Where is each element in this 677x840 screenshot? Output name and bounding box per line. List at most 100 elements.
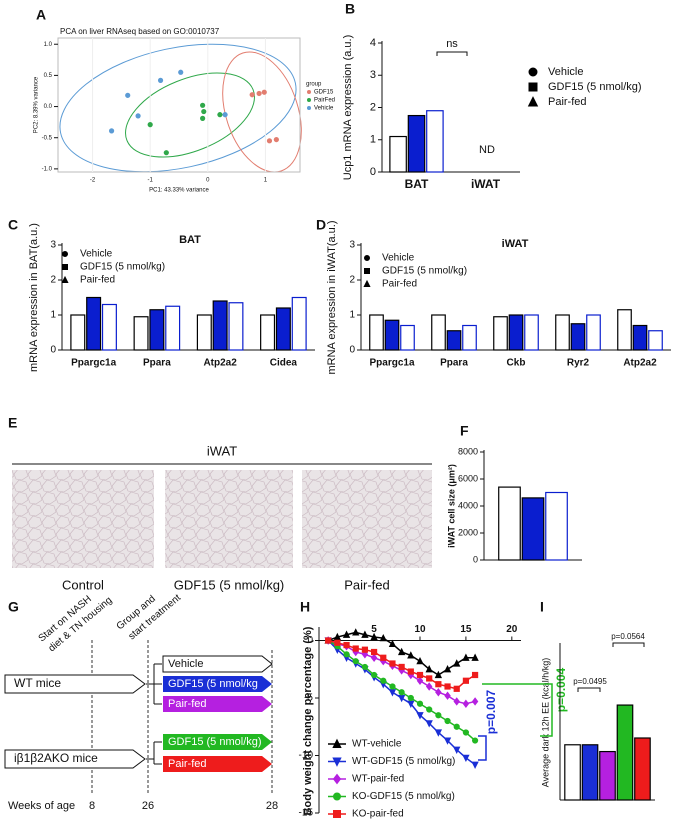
marker <box>361 663 369 671</box>
marker <box>416 700 424 707</box>
week-label: 26 <box>142 800 154 812</box>
x-tick-label: 0 <box>206 178 210 184</box>
legend-label: Pair-fed <box>382 279 417 290</box>
marker <box>416 676 424 685</box>
marker <box>407 700 415 708</box>
x-axis-label: PC1: 43.33% variance <box>149 188 209 194</box>
x-tick-label: Ryr2 <box>567 358 590 369</box>
point <box>217 112 223 118</box>
legend-label: Vehicle <box>314 106 334 112</box>
bar <box>407 114 426 173</box>
ellipse <box>59 43 297 173</box>
panel-label: A <box>36 7 46 23</box>
marker <box>370 653 378 662</box>
panel-label: B <box>345 1 355 17</box>
arm <box>163 676 272 692</box>
panel-label: C <box>8 217 18 233</box>
marker <box>471 653 479 661</box>
marker <box>434 670 443 679</box>
legend-marker <box>307 98 311 102</box>
y-axis-label: mRNA expression in iWAT(a.u.) <box>326 220 338 374</box>
y-tick-label: 2 <box>50 275 56 286</box>
x-tick-label: Ppargc1a <box>369 358 414 369</box>
y-tick-label: 1.0 <box>44 42 53 48</box>
legend-label: Pair-fed <box>80 275 115 286</box>
bar <box>101 303 117 351</box>
marker <box>444 691 451 700</box>
y-tick-label: 0 <box>473 554 478 564</box>
legend-label: Vehicle <box>548 66 583 78</box>
y-tick-label: 0.5 <box>44 73 53 79</box>
point <box>125 92 131 98</box>
y-tick-label: 0 <box>307 635 313 646</box>
marker <box>444 717 451 725</box>
y-tick-label: 8000 <box>458 446 478 456</box>
marker <box>426 706 433 713</box>
panel-label: I <box>540 599 544 615</box>
bar <box>384 319 400 351</box>
chart-title: iWAT <box>502 238 529 250</box>
point <box>222 112 228 118</box>
marker <box>343 642 350 649</box>
panel-label: F <box>460 423 469 439</box>
marker <box>343 651 350 658</box>
marker <box>342 630 351 638</box>
x-tick-label: iWAT <box>471 177 501 191</box>
bar <box>462 324 477 351</box>
marker <box>332 738 342 748</box>
ellipses <box>59 43 302 173</box>
arm-label: GDF15 (5 nmol/kg <box>168 678 258 690</box>
marker <box>527 96 539 107</box>
panel-label: H <box>300 599 310 615</box>
marker <box>471 671 479 679</box>
marker <box>389 683 396 690</box>
bar <box>555 314 570 351</box>
group-label: WT mice <box>14 676 61 690</box>
y-axis-label: Average dark 12h EE (kcal/h/kg) <box>540 658 550 787</box>
marker <box>61 275 69 283</box>
legend-label: WT-pair-fed <box>352 774 404 785</box>
legend-marker <box>307 106 311 110</box>
marker <box>398 663 405 671</box>
legend-label: WT-GDF15 (5 nmol/kg) <box>352 756 455 767</box>
marker <box>471 761 479 769</box>
bar <box>599 750 616 801</box>
marker <box>379 633 387 642</box>
legend-label: GDF15 (5 nmol/kg) <box>548 81 642 93</box>
arm <box>163 696 272 712</box>
bar <box>521 497 545 561</box>
marker <box>425 665 433 673</box>
x-tick-label: 15 <box>460 624 472 635</box>
x-tick-label: Atp2a2 <box>203 358 237 369</box>
marker <box>370 671 378 679</box>
legend-label: Pair-fed <box>548 96 587 108</box>
arm-label: Pair-fed <box>168 758 207 770</box>
branch <box>146 741 162 765</box>
marker <box>443 737 452 745</box>
marker <box>361 630 369 638</box>
point <box>200 102 206 108</box>
x-tick-label: Ckb <box>507 358 526 369</box>
panel-label: G <box>8 599 19 615</box>
axis-label: Weeks of age <box>8 800 75 812</box>
legend-label: KO-GDF15 (5 nmol/kg) <box>352 791 455 802</box>
marker <box>528 67 538 77</box>
plot-frame <box>57 37 301 173</box>
arm-label: GDF15 (5 nmol/kg) <box>168 736 262 748</box>
x-tick-label: 20 <box>506 624 518 635</box>
x-tick-label: BAT <box>405 177 429 191</box>
marker <box>397 647 406 656</box>
marker <box>380 654 387 661</box>
annotation: ns <box>446 38 458 50</box>
legend-label: Vehicle <box>382 253 415 264</box>
arm-label: Vehicle <box>168 658 203 670</box>
annotation: p=0.007 <box>484 689 498 734</box>
bar <box>545 491 568 561</box>
marker <box>333 810 341 818</box>
marker <box>325 637 332 644</box>
arm <box>163 734 272 750</box>
y-tick-label: 0 <box>349 345 355 356</box>
point <box>273 136 279 143</box>
marker <box>364 255 370 261</box>
marker <box>332 757 342 767</box>
